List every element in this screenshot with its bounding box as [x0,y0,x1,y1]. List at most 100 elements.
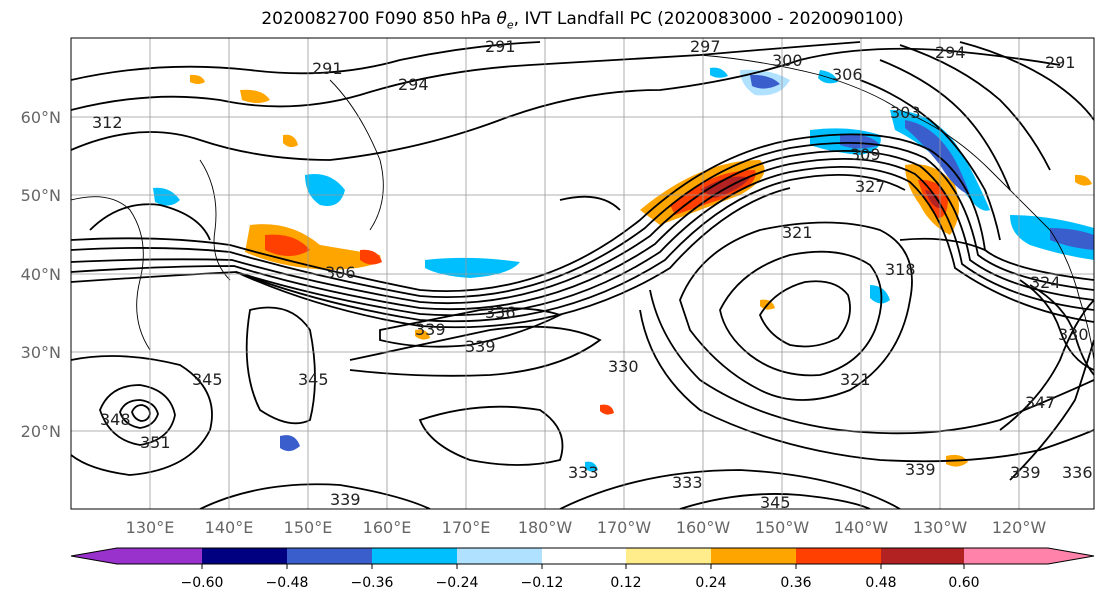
contour-line [349,325,602,377]
contour-label: 336 [1062,463,1093,482]
shade-patch [710,67,728,78]
contour-line [71,355,213,476]
contour-label: 339 [415,320,446,339]
lon-tick-label: 130°E [126,518,175,537]
contour-line [1019,279,1094,371]
colorbar-segment [626,548,711,564]
colorbar-segment [964,548,1048,564]
shade-patch [750,74,780,89]
contour-label: 336 [485,303,516,322]
contour-label: 291 [1045,53,1076,72]
contour-label: 291 [485,37,516,56]
colorbar: −0.60 −0.48 −0.36 −0.24 −0.12 0.12 0.24 … [70,547,1095,591]
contour-label: 345 [298,370,329,389]
contour-label: 339 [330,490,361,509]
contour-line [245,306,316,425]
contour-label: 294 [398,75,429,94]
shade-patch [305,174,345,206]
colorbar-segment [796,548,881,564]
contour-line [1009,339,1094,481]
contour-label: 339 [465,337,496,356]
colorbar-outline [70,547,1095,565]
contour-label: 291 [312,59,343,78]
contour-line [379,307,563,348]
map-frame [70,37,1095,510]
contour-label: 339 [905,460,936,479]
contour-line [71,149,1094,305]
shade-patch [870,285,890,304]
shade-patch [925,190,942,209]
contour-label: 348 [100,410,131,429]
ivt-shading [153,67,1094,472]
contour-line [71,157,1094,311]
shade-patch [840,134,880,149]
contour-line [119,399,159,429]
colorbar-segment [881,548,964,564]
lon-tick-label: 150°E [284,518,333,537]
lat-tick-label: 40°N [21,265,61,284]
shade-patch [360,249,382,265]
coastline [71,196,151,351]
contour-line [679,493,871,509]
coastline [329,79,384,231]
shade-patch [240,89,270,103]
lon-tick-label: 130°W [913,518,968,537]
contour-label: 306 [832,65,863,84]
contour-label: 347 [1025,393,1056,412]
contour-line [639,309,1094,463]
colorbar-extend-low [71,548,117,564]
contour-label: 318 [885,260,916,279]
lon-tick-label: 140°W [834,518,889,537]
colorbar-tick-label: 0.24 [695,575,726,591]
lat-tick-label: 20°N [21,422,61,441]
colorbar-tick-label: −0.24 [436,575,479,591]
contour-line [899,237,986,251]
contour-line [199,483,431,509]
contour-labels: 291 297 300 306 294 291 291 294 312 303 … [92,37,1093,512]
contour-label: 306 [325,263,356,282]
chart-title: 2020082700 F090 850 hPa θe, IVT Landfall… [261,9,904,32]
colorbar-tick-label: −0.12 [521,575,564,591]
shade-patch [600,404,614,415]
theta-e-contours [71,41,1094,509]
contour-line [71,141,1094,299]
contour-line [99,384,176,446]
contour-line [859,79,1001,241]
shade-patch [280,435,300,452]
colorbar-segment [202,548,287,564]
colorbar-tick-label: −0.36 [351,575,394,591]
contour-label: 339 [1010,463,1041,482]
shade-patch [1050,228,1094,250]
lon-tick-label: 160°W [676,518,731,537]
lat-axis: 60°N 50°N 40°N 30°N 20°N [21,108,61,441]
contour-line [959,41,1094,121]
coastline [199,159,231,281]
contour-label: 321 [782,223,813,242]
contour-label: 303 [890,103,921,122]
colorbar-segment [287,548,372,564]
contour-line [899,44,1051,171]
coastlines [71,54,1094,361]
contour-label: 333 [568,463,599,482]
contour-line [679,221,913,401]
shade-patch [585,461,598,472]
contour-line [71,41,541,81]
coastline [699,54,901,111]
contour-line [71,165,1094,323]
contour-label: 345 [760,493,791,512]
contour-line [235,173,906,323]
colorbar-tick-label: −0.48 [266,575,309,591]
contour-line [71,47,1061,161]
shade-patch [265,234,310,256]
colorbar-tick-label: 0.36 [780,575,811,591]
lat-tick-label: 30°N [21,343,61,362]
contour-line [879,59,1011,191]
contour-label: 327 [855,177,886,196]
contour-label: 324 [1030,273,1061,292]
colorbar-ticks [201,564,965,569]
lon-tick-label: 160°E [363,518,412,537]
lon-axis: 130°E 140°E 150°E 160°E 170°E 180°W 170°… [126,518,1047,537]
contour-label: 300 [772,51,803,70]
colorbar-tick-label: −0.60 [181,575,224,591]
